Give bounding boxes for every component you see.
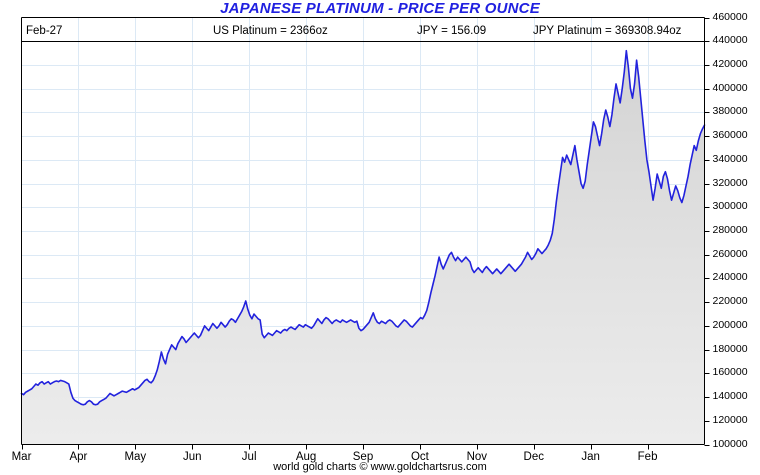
footer-credit: world gold charts © www.goldchartsrus.co… (273, 461, 487, 473)
x-axis-tick-label: Apr (69, 450, 88, 463)
y-axis-tick-label: 380000 (712, 105, 748, 118)
x-axis-tick-label: Mar (11, 450, 32, 463)
header-date: Feb-27 (26, 25, 63, 37)
x-axis-tick-label: Oct (410, 450, 429, 463)
header-jpy-platinum: JPY Platinum = 369308.94oz (533, 25, 682, 37)
y-axis-tick-label: 160000 (712, 366, 748, 379)
page-title: JAPANESE PLATINUM - PRICE PER OUNCE (220, 0, 540, 17)
y-axis-tick-label: 180000 (712, 342, 748, 355)
x-axis-tick-label: Jul (241, 450, 257, 463)
y-axis-tick-label: 100000 (712, 437, 748, 450)
y-axis-tick-label: 300000 (712, 200, 748, 213)
y-axis-tick-label: 200000 (712, 318, 748, 331)
x-axis-tick-label: Jan (581, 450, 600, 463)
x-axis-tick-label: May (124, 450, 147, 463)
y-axis-tick-label: 240000 (712, 271, 748, 284)
x-axis-tick-label: Aug (295, 450, 317, 463)
y-axis-tick-label: 460000 (712, 10, 748, 23)
y-axis-tick-label: 400000 (712, 81, 748, 94)
y-axis-tick-label: 340000 (712, 152, 748, 165)
x-axis-tick-label: Dec (523, 450, 544, 463)
y-axis-tick-label: 260000 (712, 247, 748, 260)
y-axis-tick-label: 220000 (712, 295, 748, 308)
y-axis-tick-label: 420000 (712, 57, 748, 70)
header-jpy-rate: JPY = 156.09 (417, 25, 487, 37)
y-axis-tick-label: 360000 (712, 129, 748, 142)
x-axis-tick-label: Feb (637, 450, 658, 463)
header-us-platinum: US Platinum = 2366oz (213, 25, 328, 37)
x-axis-tick-label: Nov (466, 450, 488, 463)
y-axis-tick-label: 120000 (712, 413, 748, 426)
x-axis-tick-label: Sep (352, 450, 374, 463)
y-axis-tick-label: 320000 (712, 176, 748, 189)
y-axis-tick-label: 280000 (712, 224, 748, 236)
y-axis-tick-label: 140000 (712, 390, 748, 403)
x-axis-tick-label: Jun (182, 450, 202, 463)
y-axis-tick-label: 440000 (712, 34, 748, 47)
